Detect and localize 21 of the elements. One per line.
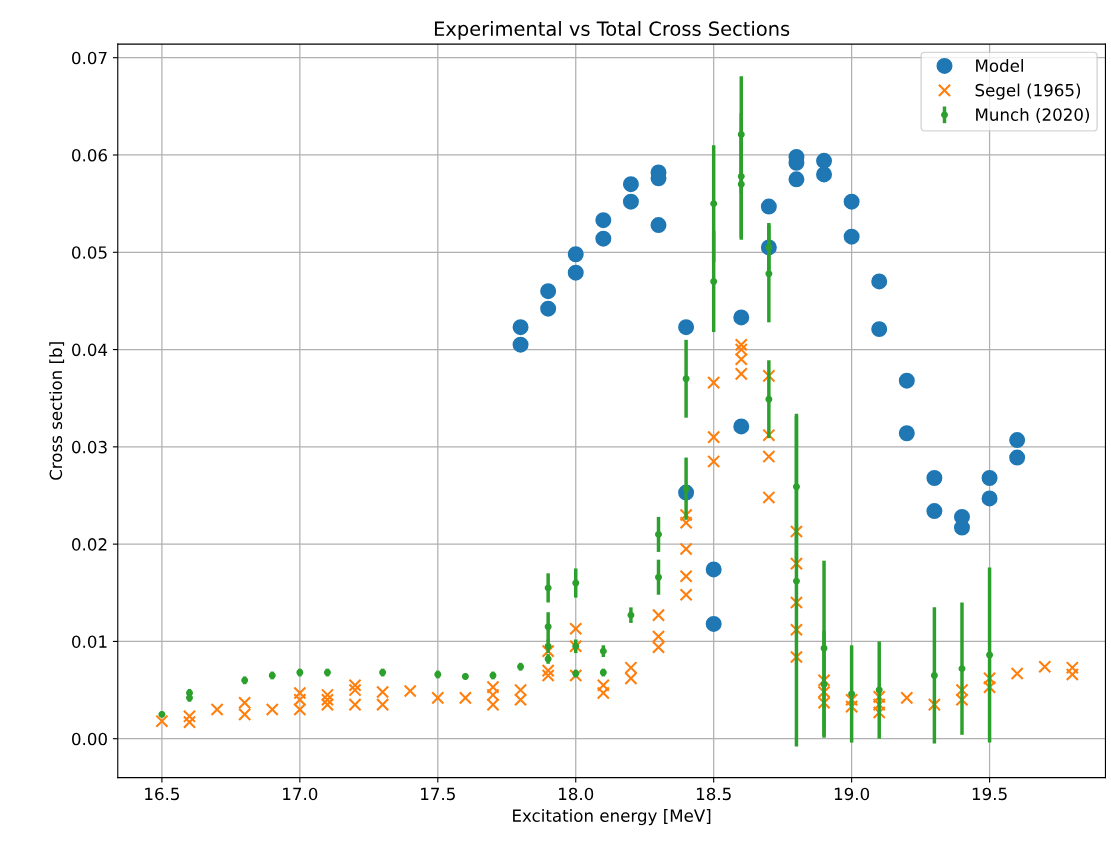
x-tick-label: 18.0 <box>559 787 594 801</box>
x-tick-label: 19.0 <box>834 787 870 801</box>
y-tick-label: 0.02 <box>72 538 107 551</box>
x-axis-title: Excitation energy [MeV] <box>513 809 711 826</box>
x-tick-label: 17.5 <box>421 787 455 801</box>
y-tick-label: 0.00 <box>72 732 107 746</box>
x-tick-label: 18.5 <box>696 787 731 801</box>
y-axis-title: Cross section [b] <box>49 342 65 480</box>
y-tick-label: 0.05 <box>72 246 107 259</box>
legend-label: Segel (1965) <box>975 83 1081 100</box>
x-tick-label: 16.5 <box>145 787 180 801</box>
y-tick-label: 0.03 <box>72 440 107 454</box>
x-tick-label: 17.0 <box>283 787 318 801</box>
y-tick-label: 0.04 <box>72 343 108 357</box>
y-tick-label: 0.07 <box>72 51 107 65</box>
chart-title: Experimental vs Total Cross Sections <box>434 20 790 40</box>
y-tick-label: 0.06 <box>72 148 107 162</box>
y-tick-label: 0.01 <box>72 635 107 648</box>
x-tick-label: 19.5 <box>972 787 1007 801</box>
legend-label: Model <box>976 59 1023 72</box>
legend-label: Munch (2020) <box>976 108 1090 123</box>
